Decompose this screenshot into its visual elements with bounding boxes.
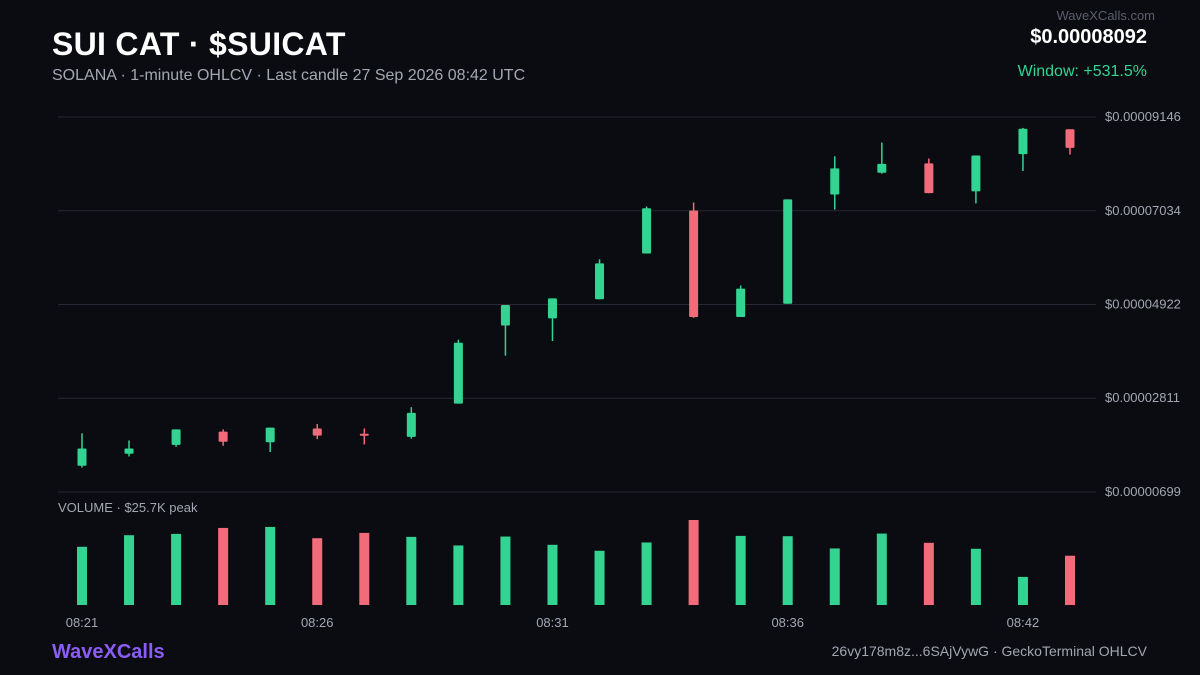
volume-bar [1017, 576, 1028, 605]
candle-body [453, 342, 463, 404]
chart-subtitle: SOLANA · 1-minute OHLCV · Last candle 27… [52, 67, 526, 84]
volume-bar [77, 546, 87, 605]
volume-bar [829, 548, 840, 605]
volume-bar [171, 533, 182, 605]
volume-bar [970, 548, 981, 605]
volume-bar [735, 535, 746, 605]
candle-body [830, 168, 840, 195]
volume-bar [218, 527, 229, 605]
candle-body [783, 199, 793, 304]
volume-bar [594, 550, 605, 605]
candle-body [218, 431, 228, 442]
volume-bar [124, 535, 135, 605]
candle-body [312, 428, 322, 436]
volume-label: VOLUME · $25.7K peak [58, 500, 198, 515]
volume-bar [688, 520, 699, 605]
volume-bar [406, 536, 417, 605]
candle-body [171, 429, 181, 445]
candle-body [924, 163, 934, 194]
candle-body [971, 155, 981, 192]
y-tick-label: $0.00009146 [1105, 109, 1181, 124]
volume-bar [782, 536, 793, 605]
window-change: Window: +531.5% [1017, 63, 1147, 80]
volume-bar [923, 542, 934, 605]
volume-bar [641, 542, 652, 605]
candle-body [877, 163, 887, 173]
chart-title: SUI CAT · $SUICAT [52, 26, 346, 62]
y-tick-label: $0.00000699 [1105, 484, 1181, 499]
candle-body [547, 298, 557, 319]
candle-body [1018, 128, 1028, 155]
volume-bar [876, 533, 887, 605]
volume-bar [359, 532, 370, 605]
y-tick-label: $0.00004922 [1105, 297, 1181, 312]
candle-body [406, 412, 416, 437]
candle-body [736, 288, 746, 318]
candle-body [77, 448, 87, 466]
candle-body [595, 263, 605, 300]
x-tick-label: 08:31 [536, 615, 569, 630]
watermark: WaveXCalls.com [1056, 8, 1155, 23]
candle-body [642, 208, 652, 254]
candle-body [359, 433, 369, 436]
candle-body [1065, 129, 1075, 148]
y-tick-label: $0.00007034 [1105, 203, 1181, 218]
brand-logo-text: WaveXCalls [52, 641, 165, 663]
candle-body [689, 210, 699, 318]
candle-body [500, 305, 510, 326]
candle-body [124, 448, 134, 454]
x-tick-label: 08:26 [301, 615, 334, 630]
volume-bar [1065, 555, 1075, 605]
x-tick-label: 08:36 [771, 615, 804, 630]
volume-bar [312, 538, 323, 605]
volume-bar [265, 526, 276, 605]
candle-body [265, 427, 275, 443]
x-tick-label: 08:21 [66, 615, 99, 630]
volume-bar [547, 544, 558, 605]
current-price: $0.00008092 [1030, 26, 1147, 48]
data-source: 26vy178m8z...6SAjVywG · GeckoTerminal OH… [831, 643, 1147, 659]
volume-bar [453, 545, 464, 605]
volume-bar [500, 536, 511, 605]
y-tick-label: $0.00002811 [1105, 390, 1180, 405]
x-tick-label: 08:42 [1007, 615, 1040, 630]
